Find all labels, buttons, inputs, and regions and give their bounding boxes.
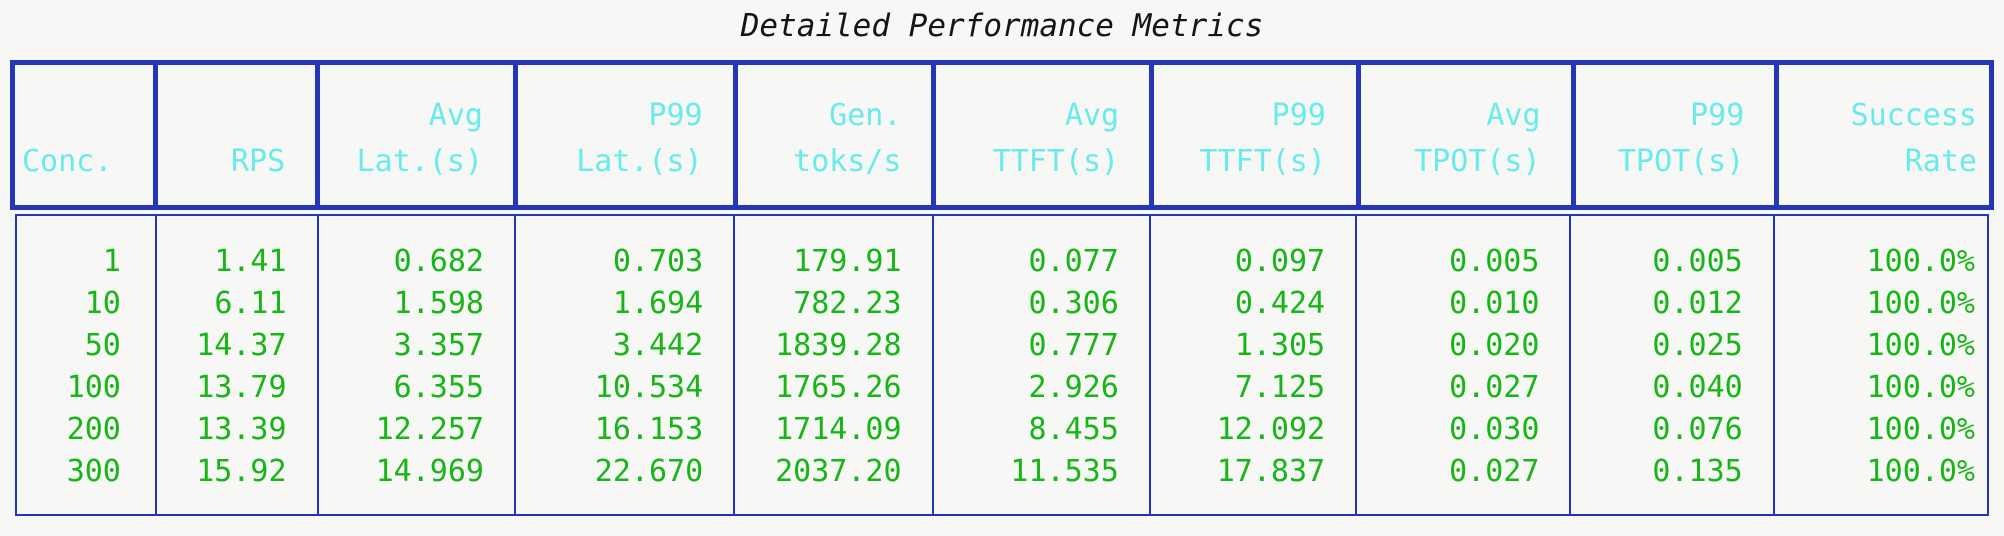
cell-p99-lat: 3.442 — [513, 325, 733, 367]
table-header-row: Conc. RPS Avg Lat.(s) P99 Lat.(s) Gen. t… — [10, 60, 1994, 210]
cell-gen-toks: 2037.20 — [733, 451, 931, 514]
cell-conc: 100 — [66, 370, 121, 405]
table-row: 50 14.37 3.357 3.442 1839.28 0.777 1.305… — [17, 325, 1987, 367]
cell-avg-ttft: 0.077 — [931, 216, 1149, 283]
cell-rps: 13.79 — [154, 367, 317, 409]
cell-avg-lat: 1.598 — [316, 283, 514, 325]
cell-avg-lat: 3.357 — [316, 325, 514, 367]
cell-gen-toks: 1765.26 — [733, 367, 931, 409]
header-cell-avg-tpot: Avg TPOT(s) — [1355, 65, 1571, 205]
table-row: 100 13.79 6.355 10.534 1765.26 2.926 7.1… — [17, 367, 1987, 409]
header-cell-p99-ttft: P99 TTFT(s) — [1149, 65, 1356, 205]
cell-p99-ttft: 0.424 — [1148, 283, 1355, 325]
cell-p99-tpot: 0.135 — [1569, 451, 1772, 514]
cell-rps: 6.11 — [154, 283, 317, 325]
cell-avg-tpot: 0.020 — [1355, 325, 1569, 367]
header-cell-success-rate: Success Rate — [1774, 65, 1989, 205]
cell-avg-ttft: 0.306 — [931, 283, 1149, 325]
cell-p99-tpot: 0.005 — [1569, 216, 1772, 283]
cell-success-rate: 100.0% — [1772, 409, 1987, 451]
cell-rps: 13.39 — [154, 409, 317, 451]
page-title: Detailed Performance Metrics — [740, 8, 1264, 44]
cell-avg-ttft: 0.777 — [931, 325, 1149, 367]
cell-avg-tpot: 0.005 — [1355, 216, 1569, 283]
cell-rps: 14.37 — [154, 325, 317, 367]
table-row: 300 15.92 14.969 22.670 2037.20 11.535 1… — [17, 451, 1987, 514]
cell-p99-tpot: 0.012 — [1569, 283, 1772, 325]
cell-success-rate: 100.0% — [1772, 367, 1987, 409]
table-row: 10 6.11 1.598 1.694 782.23 0.306 0.424 0… — [17, 283, 1987, 325]
cell-avg-ttft: 8.455 — [931, 409, 1149, 451]
cell-avg-tpot: 0.027 — [1355, 367, 1569, 409]
cell-success-rate: 100.0% — [1772, 216, 1987, 283]
metrics-table: Conc. RPS Avg Lat.(s) P99 Lat.(s) Gen. t… — [10, 60, 1994, 516]
cell-conc: 50 — [84, 328, 121, 363]
cell-gen-toks: 179.91 — [733, 216, 931, 283]
cell-p99-tpot: 0.025 — [1569, 325, 1772, 367]
cell-avg-ttft: 2.926 — [931, 367, 1149, 409]
cell-success-rate: 100.0% — [1772, 283, 1987, 325]
cell-gen-toks: 1714.09 — [733, 409, 931, 451]
cell-success-rate: 100.0% — [1772, 325, 1987, 367]
cell-p99-lat: 22.670 — [513, 451, 733, 514]
cell-success-rate: 100.0% — [1772, 451, 1987, 514]
header-cell-conc: Conc. — [22, 144, 113, 179]
cell-p99-lat: 1.694 — [513, 283, 733, 325]
header-cell-p99-tpot: P99 TPOT(s) — [1570, 65, 1775, 205]
cell-p99-lat: 16.153 — [513, 409, 733, 451]
header-cell-gen-toks: Gen. toks/s — [732, 65, 932, 205]
cell-p99-ttft: 0.097 — [1148, 216, 1355, 283]
header-cell-avg-ttft: Avg TTFT(s) — [931, 65, 1149, 205]
cell-rps: 15.92 — [154, 451, 317, 514]
cell-avg-ttft: 11.535 — [931, 451, 1149, 514]
cell-p99-ttft: 12.092 — [1148, 409, 1355, 451]
cell-p99-lat: 10.534 — [513, 367, 733, 409]
cell-avg-lat: 6.355 — [316, 367, 514, 409]
cell-conc: 300 — [66, 454, 121, 489]
cell-avg-lat: 14.969 — [316, 451, 514, 514]
cell-p99-ttft: 7.125 — [1148, 367, 1355, 409]
cell-gen-toks: 1839.28 — [733, 325, 931, 367]
cell-avg-tpot: 0.030 — [1355, 409, 1569, 451]
cell-rps: 1.41 — [154, 216, 317, 283]
cell-p99-ttft: 17.837 — [1148, 451, 1355, 514]
header-cell-avg-lat: Avg Lat.(s) — [315, 65, 513, 205]
cell-conc: 200 — [66, 412, 121, 447]
cell-avg-tpot: 0.027 — [1355, 451, 1569, 514]
cell-p99-tpot: 0.040 — [1569, 367, 1772, 409]
header-cell-p99-lat: P99 Lat.(s) — [512, 65, 733, 205]
header-cell-rps: RPS — [153, 65, 315, 205]
table-row: 1 1.41 0.682 0.703 179.91 0.077 0.097 0.… — [17, 216, 1987, 283]
cell-gen-toks: 782.23 — [733, 283, 931, 325]
cell-p99-ttft: 1.305 — [1148, 325, 1355, 367]
cell-p99-tpot: 0.076 — [1569, 409, 1772, 451]
cell-p99-lat: 0.703 — [513, 216, 733, 283]
cell-avg-lat: 12.257 — [316, 409, 514, 451]
table-row: 200 13.39 12.257 16.153 1714.09 8.455 12… — [17, 409, 1987, 451]
cell-conc: 1 — [102, 244, 121, 279]
cell-avg-tpot: 0.010 — [1355, 283, 1569, 325]
cell-conc: 10 — [84, 286, 121, 321]
cell-avg-lat: 0.682 — [316, 216, 514, 283]
table-body: 1 1.41 0.682 0.703 179.91 0.077 0.097 0.… — [15, 214, 1989, 516]
